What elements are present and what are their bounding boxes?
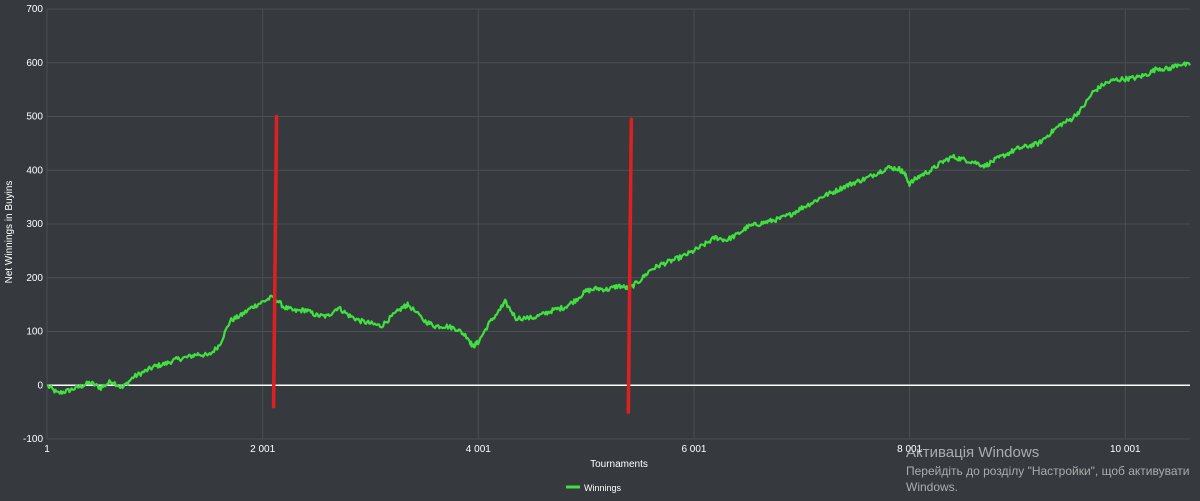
- axes: -100 0 100 200 300 400 500 600 700 1 2 001 4 001 6 0…: [23, 4, 1141, 455]
- x-tick-label: 4 001: [466, 444, 491, 455]
- series-layer: [47, 61, 1191, 395]
- x-tick-label: 1: [44, 444, 50, 455]
- y-tick-label: 0: [37, 380, 43, 391]
- watermark-title: Активація Windows: [906, 444, 1040, 461]
- watermark-subtitle: Перейдіть до розділу "Настройки", щоб ак…: [906, 464, 1190, 494]
- x-axis-title: Tournaments: [590, 459, 648, 470]
- y-tick-label: 400: [26, 165, 43, 176]
- grid: [46, 8, 1190, 440]
- annotation-marker-1: [271, 114, 279, 409]
- windows-activation-watermark: Активація Windows Перейдіть до розділу "…: [906, 443, 1198, 495]
- x-tick-label: 8 001: [897, 444, 922, 455]
- y-tick-label: 100: [26, 327, 43, 338]
- annotation-marker-2: [626, 117, 634, 414]
- annotation-markers: [271, 114, 634, 414]
- legend-label-winnings: Winnings: [584, 483, 622, 493]
- y-tick-label: 700: [26, 4, 43, 15]
- series-line-0: [47, 61, 1191, 395]
- y-tick-label: -100: [23, 434, 43, 445]
- legend[interactable]: Winnings: [566, 483, 622, 493]
- y-tick-label: 500: [26, 112, 43, 123]
- y-tick-label: 300: [26, 219, 43, 230]
- x-tick-label: 10 001: [1110, 444, 1141, 455]
- y-tick-label: 600: [26, 58, 43, 69]
- y-tick-label: 200: [26, 273, 43, 284]
- x-tick-label: 2 001: [250, 444, 275, 455]
- x-tick-label: 6 001: [681, 444, 706, 455]
- y-axis-title: Net Winnings in Buyins: [4, 181, 15, 284]
